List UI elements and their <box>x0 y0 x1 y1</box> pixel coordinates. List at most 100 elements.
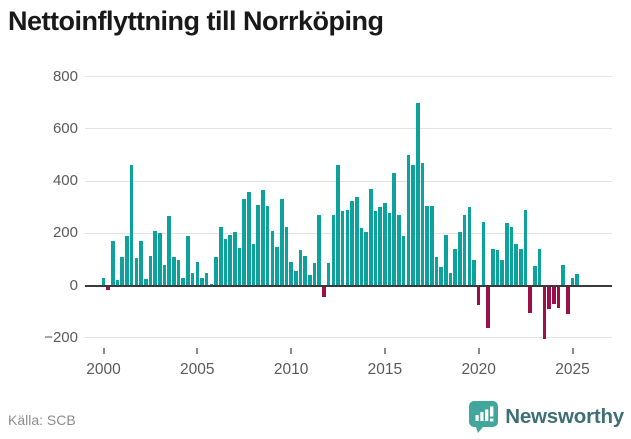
bar <box>256 204 261 286</box>
bar <box>284 226 289 286</box>
x-axis-tick-label: 2015 <box>367 361 403 378</box>
bar <box>472 259 476 286</box>
bar-negative <box>547 285 551 310</box>
bar <box>364 232 368 286</box>
y-axis-tick-label: 200 <box>52 224 78 242</box>
bar <box>369 189 373 286</box>
x-axis-tick-label: 2005 <box>180 361 215 378</box>
bar <box>392 173 397 286</box>
bar <box>462 215 467 286</box>
bar <box>481 221 486 286</box>
bar <box>430 205 434 286</box>
bar-negative <box>486 285 490 328</box>
x-axis-tick-label: 2000 <box>86 361 121 378</box>
bar-negative <box>542 285 547 340</box>
bar <box>237 247 242 286</box>
gridline <box>85 180 612 182</box>
bar <box>195 262 200 286</box>
x-axis-tick-label: 2020 <box>461 361 496 378</box>
bar <box>261 190 265 286</box>
bar <box>181 277 186 286</box>
bar <box>125 236 129 286</box>
bar <box>157 233 162 286</box>
bar <box>172 256 176 286</box>
bar <box>420 162 425 286</box>
bar <box>265 205 270 286</box>
newsworthy-logo-icon <box>469 401 499 433</box>
bar <box>575 273 579 286</box>
bar <box>251 243 256 286</box>
bar <box>279 199 284 286</box>
bar <box>228 234 232 286</box>
bar <box>270 230 275 286</box>
zero-line <box>85 284 612 287</box>
bar <box>336 165 340 286</box>
source-caption: Källa: SCB <box>8 412 76 428</box>
bar <box>134 258 139 286</box>
x-axis-tick <box>383 348 386 354</box>
bar <box>233 232 237 286</box>
newsworthy-logo: Newsworthy <box>469 401 624 433</box>
bar <box>143 279 148 286</box>
bar <box>458 232 462 286</box>
gridline <box>85 337 612 339</box>
bar-negative <box>106 285 110 290</box>
bar-negative <box>566 285 570 315</box>
bar <box>115 280 120 286</box>
bar <box>326 263 331 286</box>
bar <box>500 259 504 286</box>
bar <box>519 249 523 286</box>
bar <box>401 236 406 286</box>
bar <box>312 263 317 286</box>
bar <box>167 216 171 286</box>
bar <box>200 277 204 286</box>
bar <box>218 226 223 286</box>
bar <box>425 205 429 286</box>
bar-negative <box>556 285 561 308</box>
bar <box>378 207 382 286</box>
y-axis-tick-label: 800 <box>52 67 78 85</box>
bar <box>214 256 218 286</box>
bar-negative <box>528 285 533 314</box>
bar <box>308 275 312 286</box>
gridline <box>85 76 612 78</box>
bar <box>509 226 514 286</box>
bar <box>444 234 448 286</box>
bar <box>453 249 458 286</box>
bar <box>383 203 387 286</box>
bar <box>204 272 209 286</box>
bar <box>495 250 500 286</box>
bar <box>139 241 143 286</box>
gridline <box>85 128 612 130</box>
bar <box>223 238 228 286</box>
bar <box>415 102 420 286</box>
bar <box>162 264 167 286</box>
bar <box>331 215 336 286</box>
bar <box>537 249 542 286</box>
bar <box>298 250 303 286</box>
bar <box>303 255 307 286</box>
y-axis-tick-label: 600 <box>52 119 78 137</box>
bar <box>289 262 293 286</box>
bar <box>317 215 322 286</box>
bar <box>505 222 509 286</box>
bar <box>359 228 364 286</box>
bar <box>387 212 392 286</box>
bar <box>247 191 251 286</box>
bar <box>439 267 443 286</box>
bar <box>354 196 359 286</box>
bar <box>148 255 153 286</box>
bar <box>129 165 134 286</box>
bar <box>350 200 354 286</box>
bar-negative <box>476 285 481 306</box>
bar <box>448 272 453 286</box>
bar-negative <box>551 285 556 304</box>
bar <box>406 155 411 286</box>
bar <box>275 246 279 286</box>
newsworthy-logo-text: Newsworthy <box>505 405 624 428</box>
bar <box>434 256 439 286</box>
bar-negative <box>322 285 326 298</box>
bar <box>111 241 115 286</box>
